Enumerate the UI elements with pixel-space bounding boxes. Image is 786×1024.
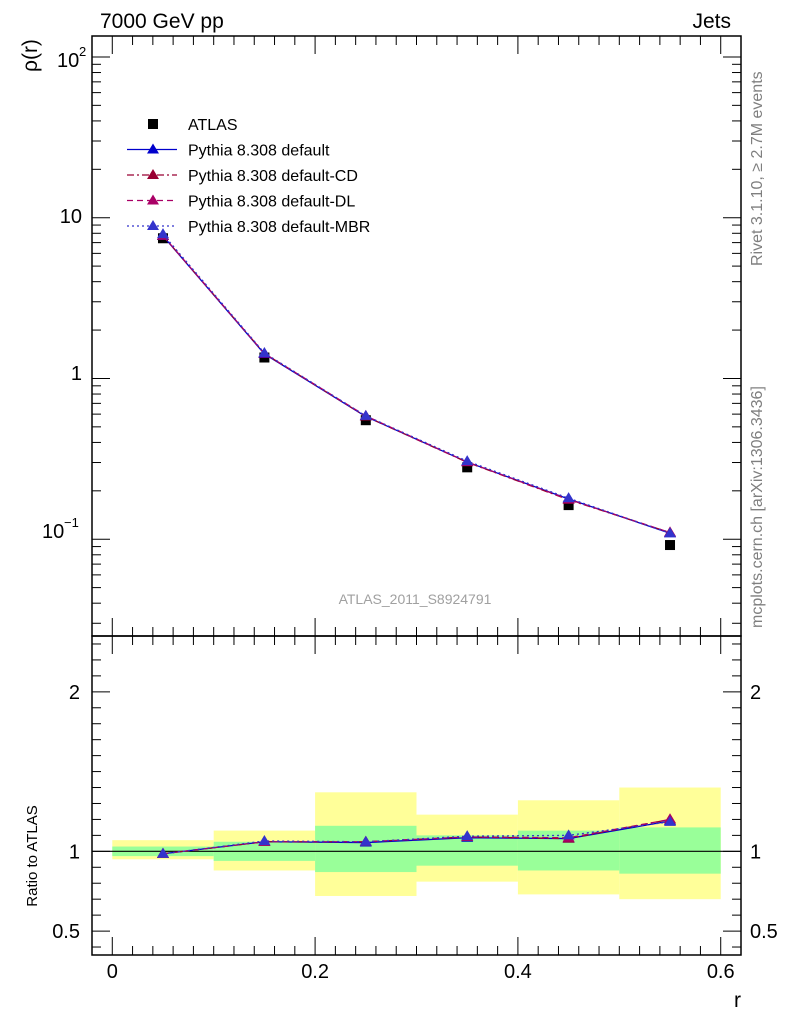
ratio-series-3-point-2	[359, 835, 372, 846]
y-tick-label-10: 10	[60, 206, 82, 228]
legend-entry-1: Pythia 8.308 default	[188, 143, 330, 160]
y-tick-label-100: 10	[57, 50, 79, 72]
y-tick-label-0-1-exponent: −1	[64, 515, 79, 530]
main-series-line-2	[162, 235, 671, 534]
atlas-point-5	[665, 540, 676, 551]
ratio-series-line-3	[162, 821, 671, 855]
ratio-y-tick-label-right-1: 1	[750, 841, 761, 863]
main-series-4-point-1	[258, 347, 271, 358]
ratio-series-3-point-1	[258, 834, 271, 845]
main-series-4-point-0	[156, 228, 169, 239]
band-green-bin-5	[619, 827, 721, 874]
legend-marker-0	[148, 119, 158, 129]
ratio-series-line-2	[162, 818, 671, 855]
axes-layer: 0 0.2 0.4 0.6 0.5 0.5 1 1 2 2	[52, 35, 778, 983]
main-series-4-point-2	[359, 409, 372, 420]
main-y-axis-label: ρ(r)	[19, 39, 42, 72]
header-left-label: 7000 GeV pp	[100, 10, 224, 33]
band-green-bin-2	[315, 825, 417, 873]
legend-entry-4: Pythia 8.308 default-MBR	[188, 219, 370, 236]
ratio-y-tick-label-left-2: 2	[69, 682, 80, 704]
ratio-y-tick-label-right-0: 0.5	[750, 921, 778, 943]
atlas-point-3	[462, 462, 473, 473]
main-series-line-1	[162, 235, 671, 534]
ratio-plot-layer	[92, 787, 741, 900]
y-tick-label-1: 1	[71, 363, 82, 385]
main-series-4-point-4	[562, 492, 575, 503]
main-series-line-4	[162, 233, 671, 534]
ratio-series-3-point-5	[664, 815, 677, 826]
main-plot-layer	[156, 228, 677, 551]
legend-marker-4	[147, 220, 159, 230]
legend-marker-1	[147, 143, 159, 154]
legend: ATLAS Pythia 8.308 default Pythia 8.308 de…	[127, 117, 370, 236]
rivet-version-label: Rivet 3.1.10, ≥ 2.7M events	[749, 71, 766, 266]
main-series-4-point-3	[461, 455, 474, 466]
y-tick-label-0-1: 10	[42, 521, 64, 543]
x-tick-label-3: 0.6	[707, 961, 735, 983]
ratio-y-tick-label-left-1: 1	[69, 841, 80, 863]
legend-entry-2: Pythia 8.308 default-CD	[188, 168, 358, 185]
atlas-point-4	[563, 500, 574, 511]
legend-entry-3: Pythia 8.308 default-DL	[188, 194, 355, 211]
x-tick-label-1: 0.2	[301, 961, 329, 983]
x-tick-label-2: 0.4	[504, 961, 532, 983]
main-y-tick-labels: 10 2 10 1 10 −1	[42, 44, 86, 543]
ratio-y-axis-label: Ratio to ATLAS	[24, 805, 41, 906]
x-axis-label: r	[734, 989, 741, 1012]
ratio-series-3-point-0	[156, 847, 169, 858]
analysis-watermark: ATLAS_2011_S8924791	[339, 591, 492, 607]
header-right-label: Jets	[692, 10, 731, 33]
main-series-4-point-5	[664, 527, 677, 538]
ratio-y-tick-label-left-0: 0.5	[52, 921, 80, 943]
ratio-series-3-point-3	[461, 830, 474, 841]
legend-marker-2	[147, 169, 159, 179]
legend-marker-3	[147, 194, 159, 205]
ratio-series-3-point-4	[562, 829, 575, 840]
y-tick-label-100-exponent: 2	[79, 44, 86, 59]
main-series-line-3	[162, 235, 671, 534]
source-label: mcplots.cern.ch [arXiv:1306.3436]	[749, 386, 766, 628]
ratio-y-tick-label-right-2: 2	[750, 682, 761, 704]
x-tick-label-0: 0	[107, 961, 118, 983]
legend-entry-0: ATLAS	[188, 117, 238, 134]
